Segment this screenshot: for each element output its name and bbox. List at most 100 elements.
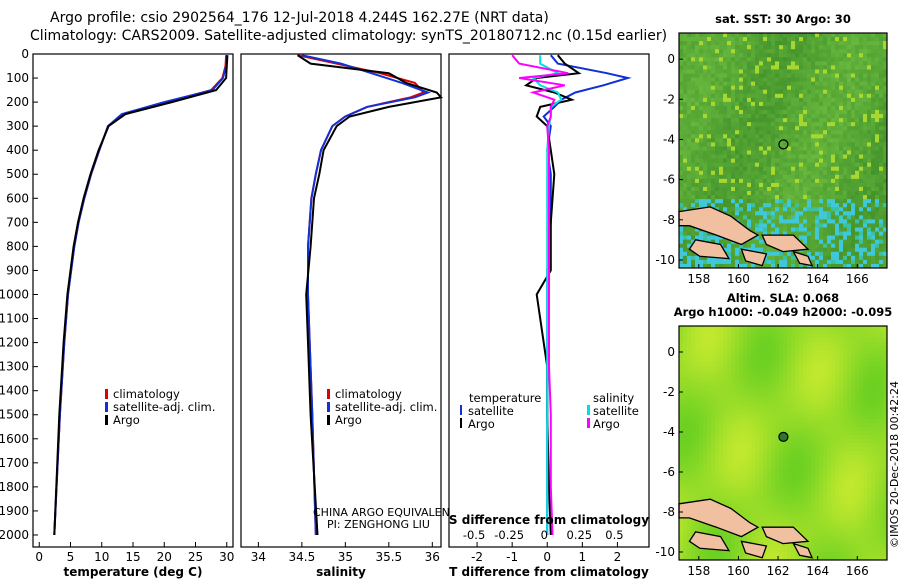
map-cell [883,142,888,147]
map-cell [739,186,744,192]
map-cell [679,114,684,119]
map-cell [723,114,728,119]
map-cell [871,215,876,220]
map-cell [775,85,780,91]
map-cell [727,162,732,168]
map-cell [863,150,868,155]
map-cell [827,81,832,87]
map-cell [787,422,792,428]
map-cell [871,255,876,261]
map-cell [823,255,828,261]
map-cell [783,463,788,468]
map-cell [755,338,760,343]
map-cell [823,49,828,54]
y-tick-label: 600 [6,191,29,205]
map-cell [775,122,780,127]
map-cell [767,69,772,74]
map-cell [819,231,824,236]
map-cell [751,89,756,95]
map-cell [743,451,748,456]
map-cell [727,334,732,339]
map-cell [851,390,856,395]
map-cell [743,459,748,464]
map-cell [783,166,788,172]
map-cell [699,186,704,192]
map-cell [679,374,684,379]
map-cell [799,426,804,432]
map-cell [711,414,716,420]
map-cell [699,386,704,391]
map-cell [859,61,864,66]
map-cell [839,73,844,78]
map-cell [735,109,740,115]
map-cell [839,101,844,107]
map-cell [823,239,828,245]
map-cell [723,146,728,151]
map-cell [879,186,884,192]
legend-swatch-satellite [327,402,330,412]
map-cell [863,463,868,468]
map-cell [827,231,832,236]
map-cell [871,174,876,180]
map-cell [683,142,688,147]
map-cell [727,93,732,99]
map-cell [803,130,808,135]
map-cell [879,61,884,66]
map-cell [815,438,820,444]
map-cell [875,45,880,50]
map-cell [879,130,884,135]
map-cell [707,259,712,265]
map-cell [731,93,736,99]
map-cell [843,182,848,188]
map-cell [679,362,684,367]
map-cell [811,182,816,188]
map-cell [791,207,796,212]
map-cell [743,162,748,168]
map-cell [843,33,848,38]
map-cell [879,158,884,164]
map-cell [751,162,756,168]
map-cell [771,434,776,440]
map-cell [815,378,820,383]
map-cell [711,203,716,208]
map-cell [743,174,748,180]
map-cell [683,81,688,87]
map-cell [843,334,848,339]
map-cell [743,85,748,91]
map-cell [739,73,744,78]
map-cell [799,231,804,236]
map-cell [699,459,704,464]
map-cell [691,263,696,269]
map-cell [807,191,812,196]
map-cell [715,334,720,339]
map-cell [807,211,812,216]
map-cell [783,215,788,220]
map-cell [791,33,796,38]
map-cell [755,186,760,192]
map-cell [851,338,856,343]
map-cell [735,101,740,107]
map-cell [791,37,796,42]
map-cell [755,362,760,367]
map-cell [679,182,684,188]
map-cell [687,158,692,164]
map-cell [695,418,700,424]
map-cell [859,259,864,265]
map-cell [851,426,856,432]
map-cell [879,89,884,95]
map-cell [695,61,700,66]
map-cell [683,447,688,452]
map-cell [715,378,720,383]
map-cell [835,330,840,335]
map-cell [827,426,832,432]
map-cell [811,49,816,54]
x-tick-label: 34.5 [289,550,316,564]
map-cell [683,382,688,387]
map-cell [759,426,764,432]
map-cell [719,114,724,119]
map-cell [855,37,860,42]
map-cell [763,447,768,452]
map-cell [803,422,808,428]
map-cell [815,447,820,452]
